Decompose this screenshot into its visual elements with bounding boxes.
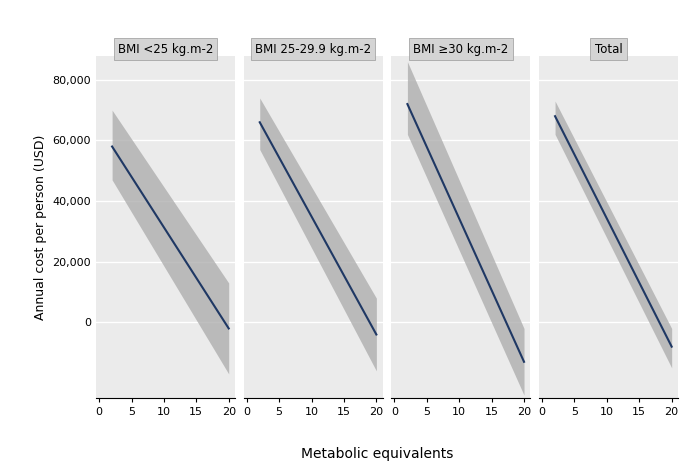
Text: Total: Total [595, 43, 623, 56]
Text: Metabolic equivalents: Metabolic equivalents [301, 447, 453, 461]
Text: BMI 25-29.9 kg.m-2: BMI 25-29.9 kg.m-2 [255, 43, 371, 56]
Text: BMI ≥30 kg.m-2: BMI ≥30 kg.m-2 [413, 43, 508, 56]
Y-axis label: Annual cost per person (USD): Annual cost per person (USD) [34, 134, 47, 319]
Text: BMI <25 kg.m-2: BMI <25 kg.m-2 [118, 43, 213, 56]
